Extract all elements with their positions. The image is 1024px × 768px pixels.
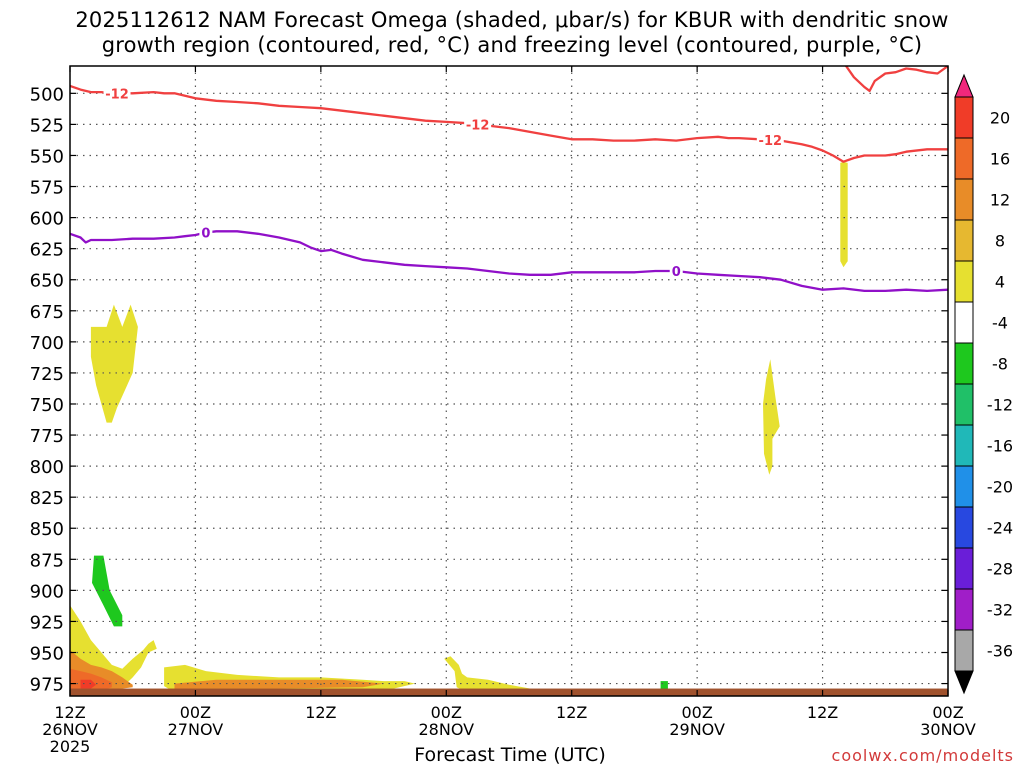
y-tick-label: 950 xyxy=(30,644,64,665)
colorbar-top-arrow xyxy=(954,73,974,98)
x-tick-label: 12Z xyxy=(556,703,587,722)
colorbar-label: 20 xyxy=(990,109,1010,128)
y-tick-label: 850 xyxy=(30,519,64,540)
y-tick-label: 725 xyxy=(30,364,64,385)
x-tick-label: 12Z xyxy=(54,703,85,722)
colorbar-label: -4 xyxy=(992,314,1008,333)
colorbar-label: -20 xyxy=(987,478,1013,497)
colorbar-label: 12 xyxy=(990,191,1010,210)
x-tick-label: 30NOV xyxy=(920,720,976,739)
x-axis-title: Forecast Time (UTC) xyxy=(414,744,606,766)
contour-layer: -12 -12 -12 0 0 xyxy=(70,66,948,293)
colorbar-segment-4 xyxy=(954,219,974,262)
colorbar-segment-8 xyxy=(954,383,974,426)
y-tick-label: 925 xyxy=(30,612,64,633)
y-tick-label: 900 xyxy=(30,581,64,602)
contour-label: -12 xyxy=(466,118,490,133)
contour-label-bg xyxy=(669,263,683,280)
colorbar-label: 16 xyxy=(990,150,1010,169)
colorbar-segment-7 xyxy=(954,342,974,385)
x-tick-label: 00Z xyxy=(180,703,211,722)
contour-label-bg xyxy=(103,85,131,102)
y-tick-label: 650 xyxy=(30,271,64,292)
colorbar-label: -28 xyxy=(987,560,1013,579)
contour-label-bg xyxy=(199,224,213,241)
y-tick-label: 750 xyxy=(30,395,64,416)
contour-label: -12 xyxy=(105,87,129,102)
terrain-layer xyxy=(70,688,948,696)
colorbar-label: -32 xyxy=(987,601,1013,620)
y-tick-label: 600 xyxy=(30,209,64,230)
omega-region-9 xyxy=(174,679,384,690)
colorbar-label: 4 xyxy=(995,273,1005,292)
omega-region-2 xyxy=(763,359,780,475)
x-tick-label: 00Z xyxy=(431,703,462,722)
y-tick-label: 550 xyxy=(30,146,64,167)
y-tick-label: 975 xyxy=(30,675,64,696)
colorbar-segment-9 xyxy=(954,424,974,467)
contour-label: -12 xyxy=(759,134,783,149)
omega-region-3 xyxy=(92,555,123,627)
gridlines xyxy=(70,66,948,696)
colorbar-segment-11 xyxy=(954,506,974,549)
omega-region-7 xyxy=(80,679,97,689)
contour-line-2 xyxy=(70,230,948,293)
x-tick-label: 12Z xyxy=(305,703,336,722)
y-tick-label: 575 xyxy=(30,178,64,199)
plot-frame xyxy=(69,65,949,697)
colorbar-label: 8 xyxy=(995,232,1005,251)
omega-region-10 xyxy=(444,656,541,694)
contour-label: 0 xyxy=(201,227,210,242)
y-tick-label: 525 xyxy=(30,115,64,136)
contour-line-1 xyxy=(844,66,948,93)
chart-title-line-2: growth region (contoured, red, °C) and f… xyxy=(101,33,923,57)
y-tick-label: 775 xyxy=(30,426,64,447)
x-tick-label: 00Z xyxy=(681,703,712,722)
x-tick-label: 29NOV xyxy=(669,720,725,739)
credit-link[interactable]: coolwx.com/modelts xyxy=(831,746,1014,765)
colorbar-label: -16 xyxy=(987,437,1013,456)
x-tick-label: 00Z xyxy=(932,703,963,722)
colorbar-segment-10 xyxy=(954,465,974,508)
omega-shading-layer xyxy=(70,161,848,696)
x-tick-label: 27NOV xyxy=(168,720,224,739)
x-tick-label: 28NOV xyxy=(418,720,474,739)
colorbar-bottom-arrow xyxy=(954,670,974,695)
omega-region-1 xyxy=(840,161,848,268)
contour-label-bg xyxy=(756,131,784,148)
colorbar-segment-13 xyxy=(954,588,974,631)
y-tick-label: 625 xyxy=(30,240,64,261)
colorbar-label: -36 xyxy=(987,642,1013,661)
colorbar-segment-3 xyxy=(954,178,974,221)
x-tick-label: 2025 xyxy=(50,737,91,756)
colorbar-segment-6 xyxy=(954,301,974,344)
y-tick-label: 825 xyxy=(30,488,64,509)
y-tick-label: 700 xyxy=(30,333,64,354)
y-tick-label: 875 xyxy=(30,550,64,571)
colorbar-segment-1 xyxy=(954,96,974,139)
chart-title-line-1: 2025112612 NAM Forecast Omega (shaded, μ… xyxy=(75,8,949,32)
terrain-band xyxy=(70,688,948,696)
colorbar-segment-2 xyxy=(954,137,974,180)
colorbar-segment-12 xyxy=(954,547,974,590)
colorbar: 20 16 12 8 4 -4 -8 -12 -16 -20 -24 -28 -32 -36 xyxy=(954,73,1013,695)
x-tick-label: 12Z xyxy=(807,703,838,722)
colorbar-label: -8 xyxy=(992,355,1008,374)
y-tick-label: 800 xyxy=(30,457,64,478)
y-tick-label: 675 xyxy=(30,302,64,323)
colorbar-label: -12 xyxy=(987,396,1013,415)
omega-region-0 xyxy=(90,304,138,423)
x-tick-label: 26NOV xyxy=(42,720,98,739)
colorbar-label: -24 xyxy=(987,519,1013,538)
contour-line-0 xyxy=(70,84,948,163)
contour-label-bg xyxy=(464,116,492,133)
axes: 500 525 550 575 600 625 650 675 700 725 750 775 800 8… xyxy=(30,65,976,756)
colorbar-segment-14 xyxy=(954,629,974,672)
contour-label: 0 xyxy=(672,265,681,280)
y-tick-label: 500 xyxy=(30,84,64,105)
colorbar-segment-5 xyxy=(954,260,974,303)
